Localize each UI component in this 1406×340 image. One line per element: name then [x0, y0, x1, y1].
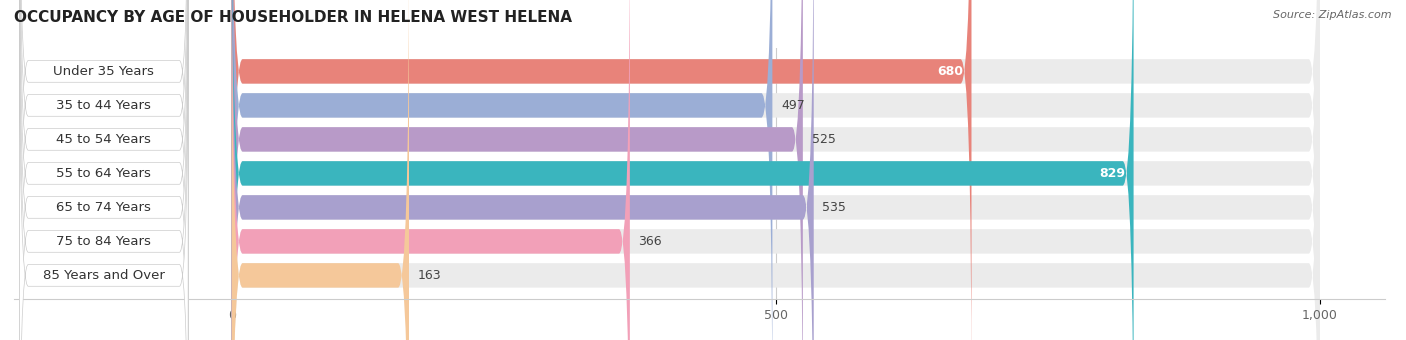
FancyBboxPatch shape	[232, 0, 1320, 340]
Text: 497: 497	[782, 99, 804, 112]
Text: OCCUPANCY BY AGE OF HOUSEHOLDER IN HELENA WEST HELENA: OCCUPANCY BY AGE OF HOUSEHOLDER IN HELEN…	[14, 10, 572, 25]
Text: 35 to 44 Years: 35 to 44 Years	[56, 99, 152, 112]
FancyBboxPatch shape	[20, 0, 188, 333]
FancyBboxPatch shape	[20, 0, 188, 340]
FancyBboxPatch shape	[20, 0, 188, 340]
FancyBboxPatch shape	[20, 14, 188, 340]
Text: 829: 829	[1099, 167, 1125, 180]
FancyBboxPatch shape	[232, 0, 814, 340]
Text: Source: ZipAtlas.com: Source: ZipAtlas.com	[1274, 10, 1392, 20]
FancyBboxPatch shape	[232, 0, 803, 340]
Text: 45 to 54 Years: 45 to 54 Years	[56, 133, 152, 146]
FancyBboxPatch shape	[232, 0, 1320, 340]
FancyBboxPatch shape	[20, 0, 188, 340]
Text: 85 Years and Over: 85 Years and Over	[42, 269, 165, 282]
Text: 680: 680	[936, 65, 963, 78]
Text: 65 to 74 Years: 65 to 74 Years	[56, 201, 152, 214]
FancyBboxPatch shape	[232, 0, 1320, 340]
Text: 366: 366	[638, 235, 662, 248]
FancyBboxPatch shape	[232, 0, 1320, 340]
Text: 75 to 84 Years: 75 to 84 Years	[56, 235, 152, 248]
Text: 163: 163	[418, 269, 441, 282]
Text: 535: 535	[823, 201, 846, 214]
FancyBboxPatch shape	[232, 0, 630, 340]
FancyBboxPatch shape	[232, 0, 1320, 340]
FancyBboxPatch shape	[232, 0, 972, 340]
Text: 55 to 64 Years: 55 to 64 Years	[56, 167, 152, 180]
FancyBboxPatch shape	[20, 0, 188, 340]
FancyBboxPatch shape	[20, 0, 188, 340]
FancyBboxPatch shape	[232, 0, 409, 340]
FancyBboxPatch shape	[232, 0, 1320, 340]
FancyBboxPatch shape	[232, 0, 1133, 340]
Text: 525: 525	[811, 133, 835, 146]
FancyBboxPatch shape	[232, 0, 1320, 340]
Text: Under 35 Years: Under 35 Years	[53, 65, 155, 78]
FancyBboxPatch shape	[232, 0, 772, 340]
